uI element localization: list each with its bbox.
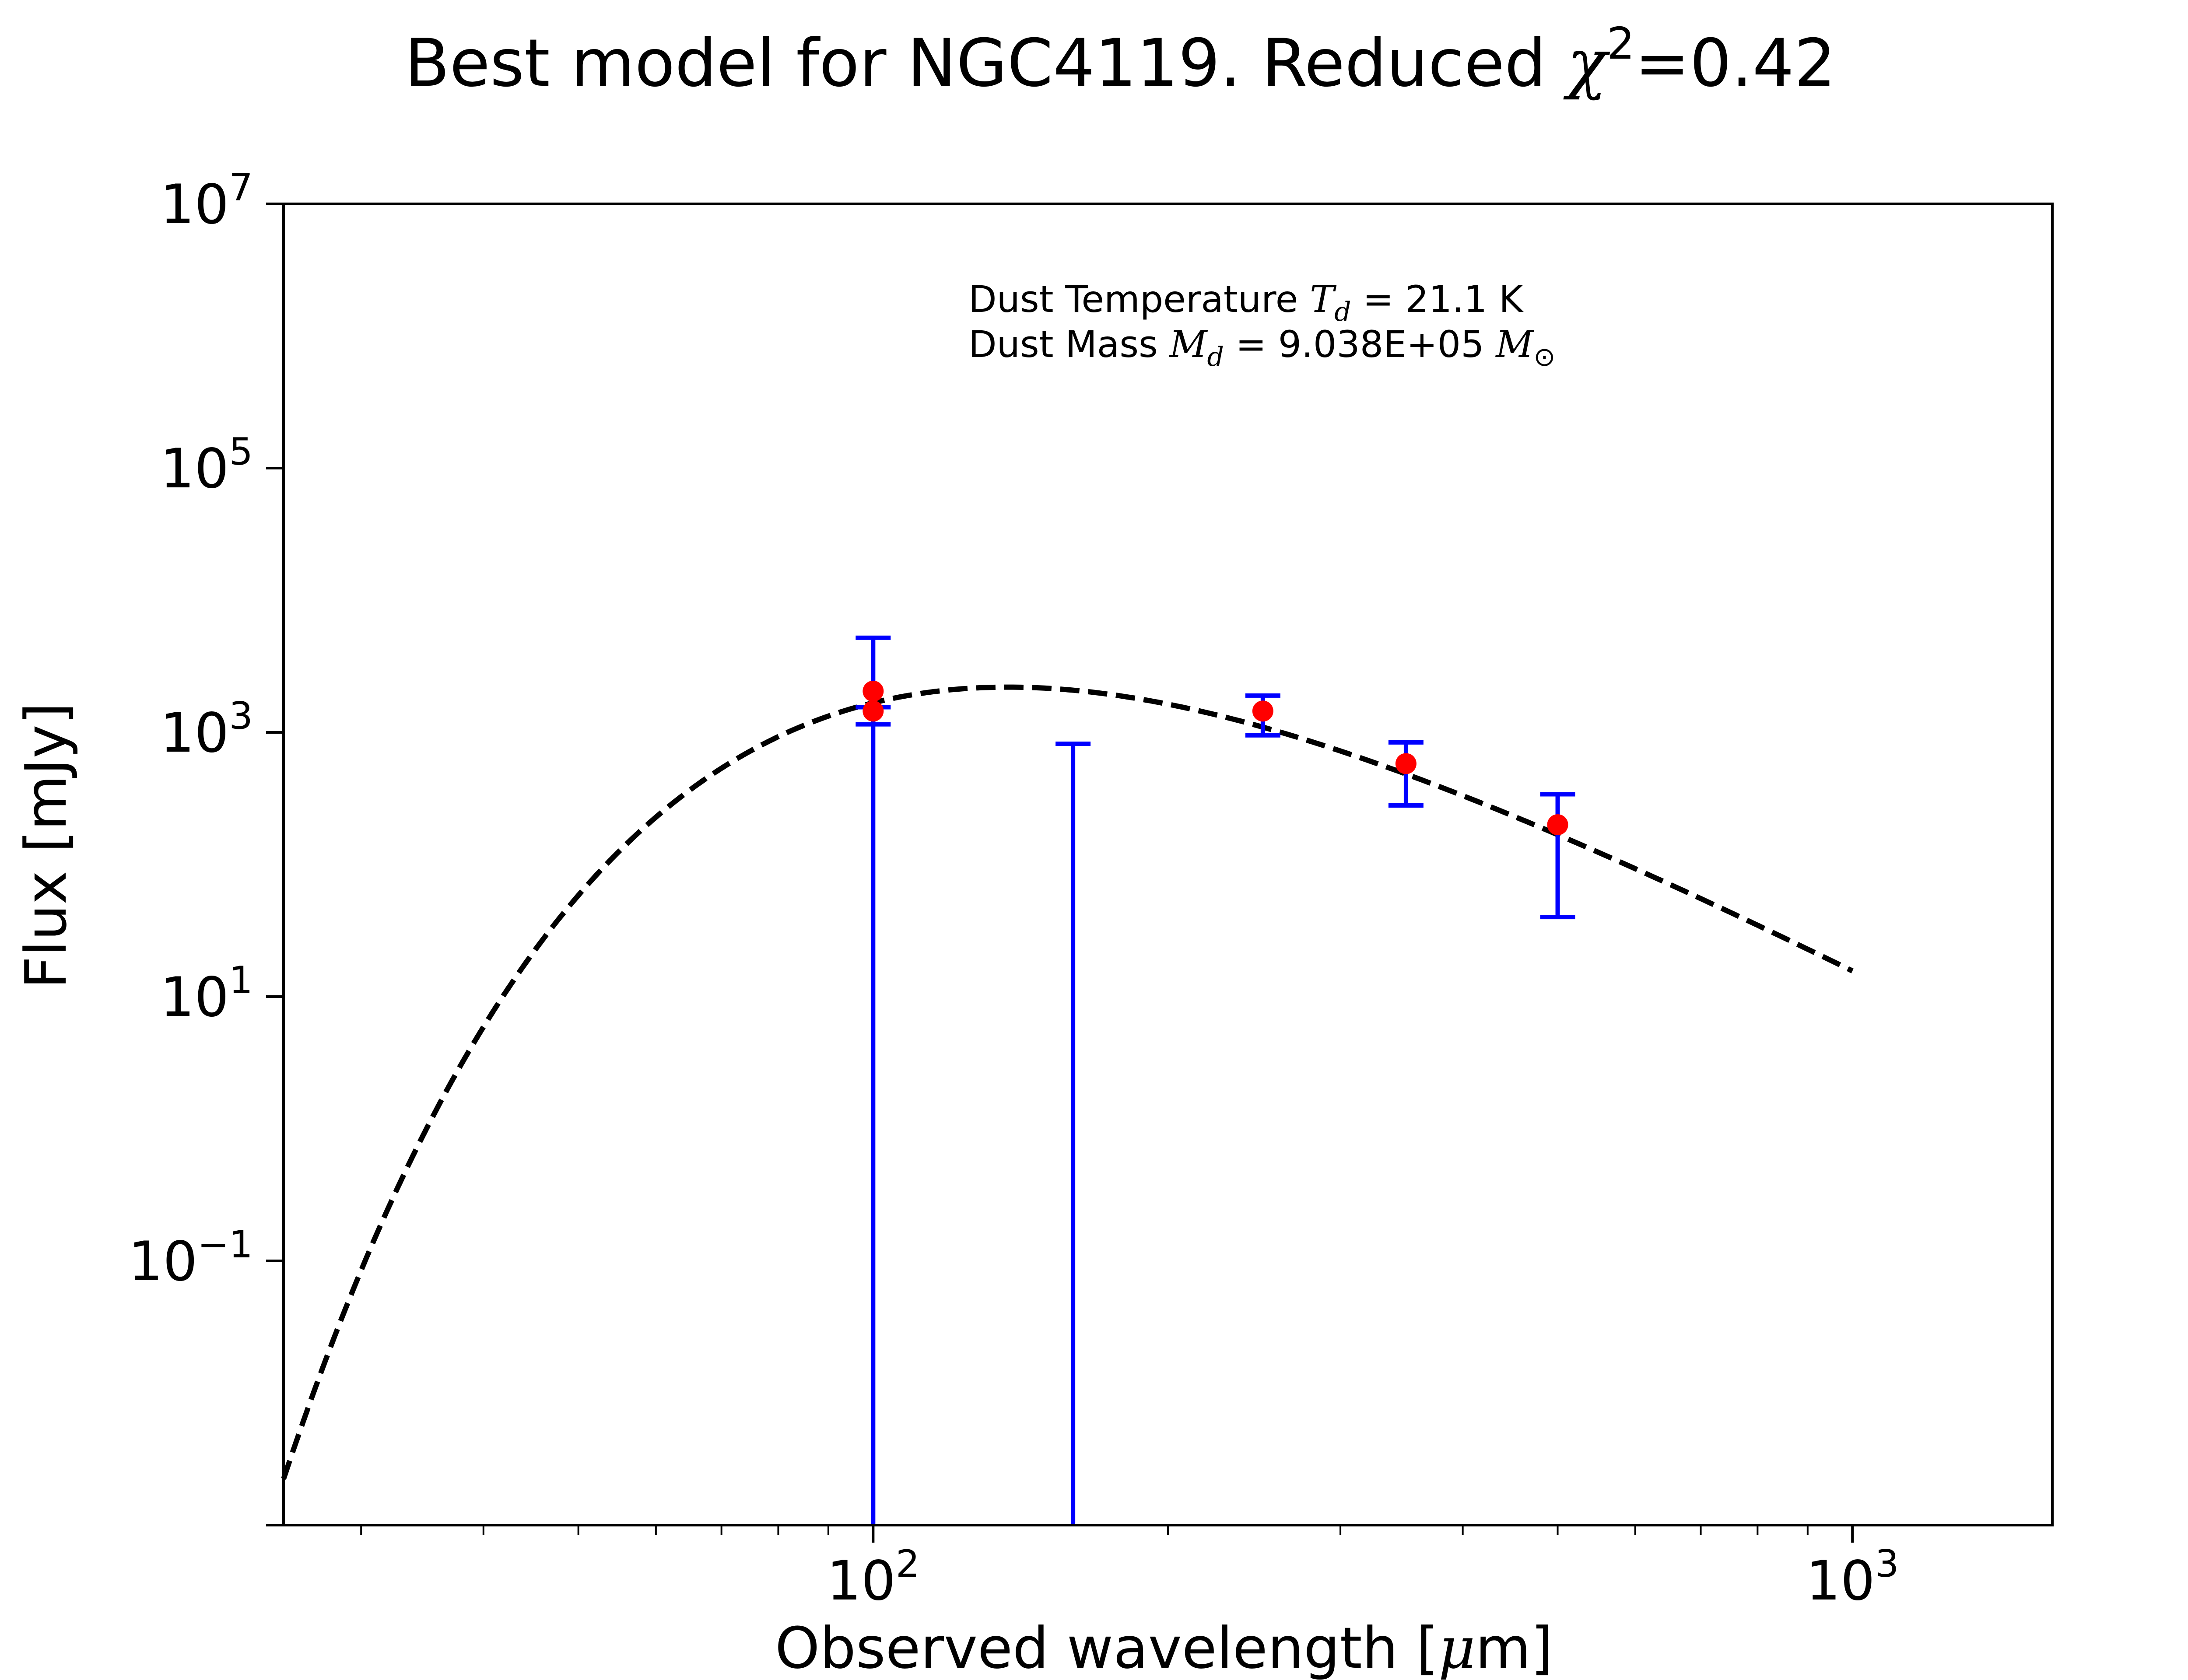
annotation: Dust Temperature Td = 21.1 K Dust Mass M…	[968, 278, 1556, 372]
axis-layer: 102 103 10−1 101 103 105 107	[128, 166, 1899, 1613]
data-point-3	[1252, 700, 1273, 722]
model-curve	[281, 684, 1854, 1480]
dust-mass-label: Dust Mass Md = 9.038E+05 M⊙	[968, 323, 1556, 372]
data-point-1	[863, 680, 884, 702]
data-point-5	[1547, 814, 1568, 836]
x-tick-label-1: 103	[1806, 1542, 1899, 1613]
y-tick-label-1: 101	[160, 959, 253, 1029]
chart-title: Best model for NGC4119. Reduced χ2=0.42	[405, 18, 1836, 102]
data-point-4	[1395, 753, 1417, 774]
y-tick-label-3: 105	[160, 430, 253, 500]
y-tick-label-0: 10−1	[128, 1223, 253, 1293]
y-tick-label-2: 103	[160, 694, 253, 765]
dust-temperature-label: Dust Temperature Td = 21.1 K	[968, 278, 1524, 327]
data-point-0	[863, 700, 884, 722]
plot-layer	[281, 635, 1854, 1525]
x-axis-label: Observed wavelength [μm]	[775, 1615, 1553, 1680]
y-tick-label-4: 107	[160, 166, 253, 236]
y-axis-label: Flux [mJy]	[13, 703, 79, 989]
x-tick-label-0: 102	[827, 1542, 920, 1613]
